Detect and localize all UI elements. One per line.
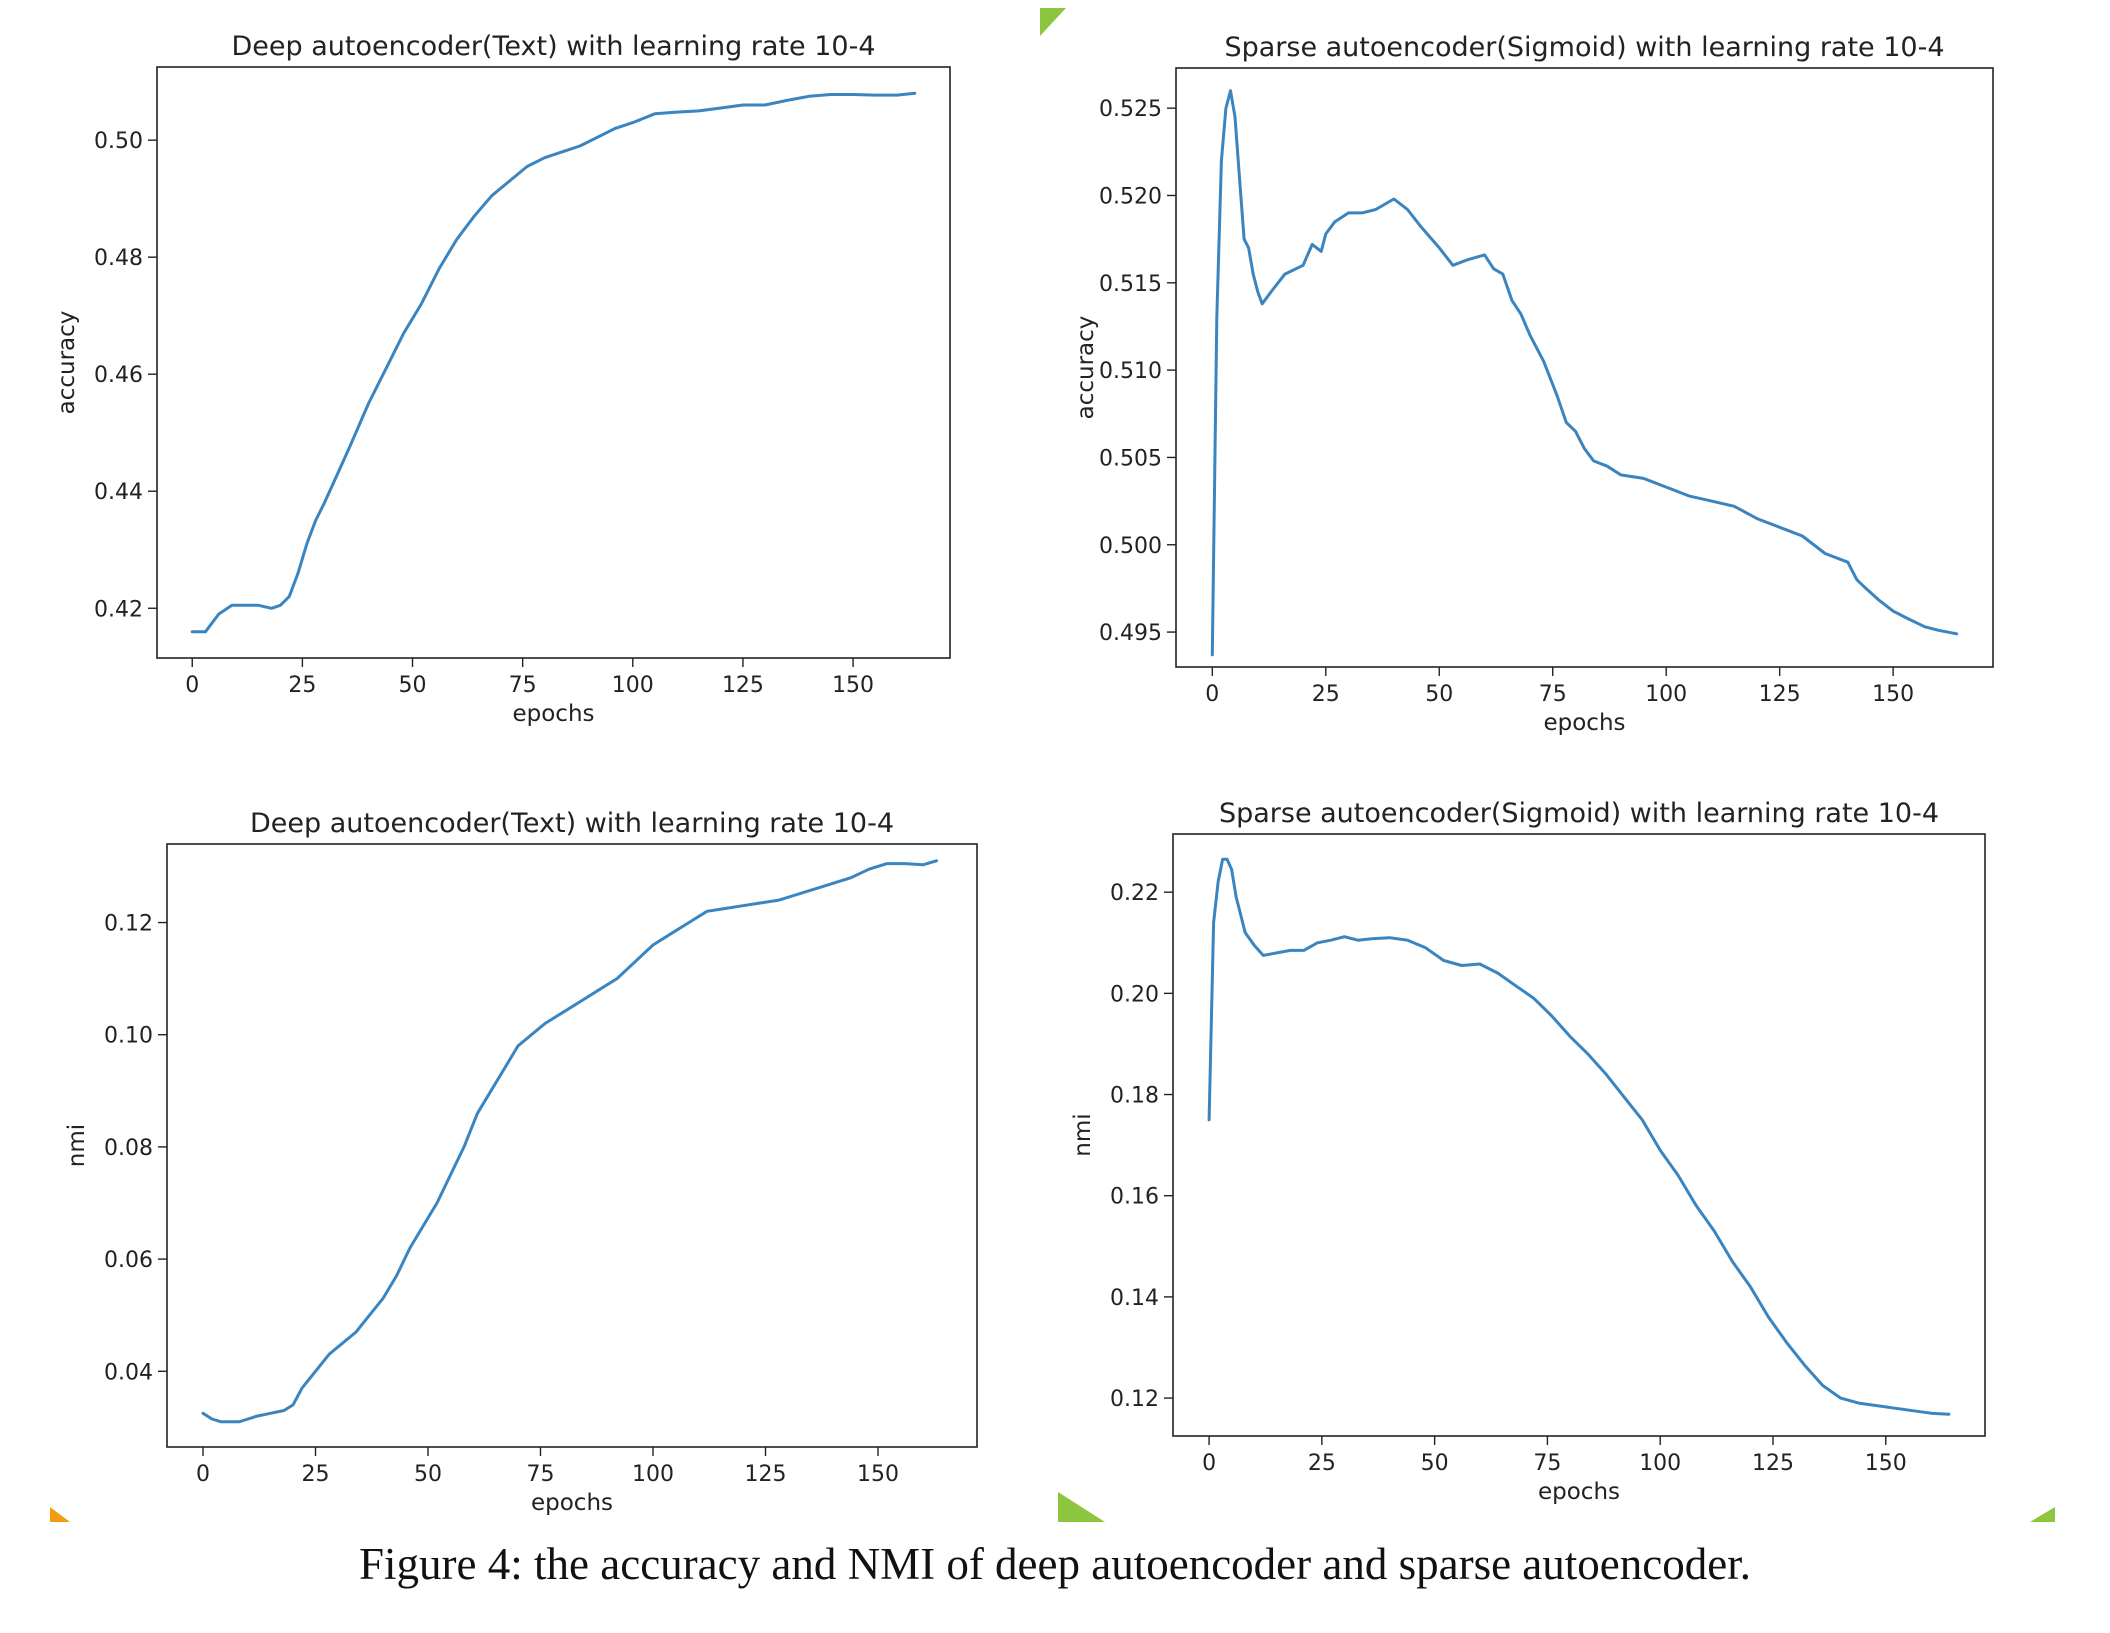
y-tick-label: 0.520	[1099, 184, 1162, 209]
figure-caption: Figure 4: the accuracy and NMI of deep a…	[359, 1539, 1751, 1589]
x-tick-label: 150	[832, 673, 874, 698]
y-tick-label: 0.22	[1110, 881, 1159, 906]
x-tick-label: 75	[527, 1462, 555, 1487]
y-tick-label: 0.50	[94, 129, 143, 154]
x-axis-label: epochs	[1543, 710, 1625, 736]
series-line	[1210, 89, 1959, 657]
x-tick-label: 25	[1312, 682, 1340, 707]
series-line	[201, 859, 938, 1424]
x-tick-label: 75	[1539, 682, 1567, 707]
x-tick-label: 50	[1425, 682, 1453, 707]
x-tick-label: 125	[745, 1462, 787, 1487]
chart-sparse-accuracy: 0 25 50 75 100 125 150 0.495 0.500 0.505 0.510 0.51…	[1073, 32, 1994, 736]
y-tick-label: 0.12	[1110, 1387, 1159, 1412]
x-tick-label: 150	[1865, 1451, 1907, 1476]
y-tick-label: 0.505	[1099, 446, 1162, 471]
decor-orange-triangle	[50, 1507, 70, 1522]
y-tick-label: 0.44	[94, 480, 143, 505]
y-tick-label: 0.14	[1110, 1286, 1159, 1311]
x-tick-label: 150	[1872, 682, 1914, 707]
decor-green-triangle-right	[2030, 1507, 2055, 1522]
y-axis-label: accuracy	[1073, 316, 1099, 420]
chart-sparse-nmi: 0 25 50 75 100 125 150 0.12 0.14 0.16 0.18 0.20 0.22…	[1070, 798, 1986, 1505]
y-tick-label: 0.515	[1099, 272, 1162, 297]
x-tick-label: 150	[857, 1462, 899, 1487]
y-axis-label: nmi	[1070, 1113, 1096, 1156]
x-tick-label: 125	[1759, 682, 1801, 707]
series-line	[190, 91, 917, 634]
y-tick-label: 0.495	[1099, 621, 1162, 646]
chart-title: Deep autoencoder(Text) with learning rat…	[250, 808, 894, 839]
x-axis-label: epochs	[512, 701, 594, 727]
plot-frame	[156, 66, 951, 659]
y-tick-label: 0.06	[104, 1248, 153, 1273]
x-axis-label: epochs	[1538, 1479, 1620, 1505]
y-tick-label: 0.48	[94, 246, 143, 271]
x-tick-label: 25	[302, 1462, 330, 1487]
y-tick-label: 0.525	[1099, 97, 1162, 122]
x-tick-label: 75	[1533, 1451, 1561, 1476]
y-tick-label: 0.500	[1099, 534, 1162, 559]
chart-title: Sparse autoencoder(Sigmoid) with learnin…	[1224, 32, 1944, 63]
y-tick-label: 0.12	[104, 912, 153, 937]
x-tick-label: 0	[196, 1462, 210, 1487]
x-tick-label: 0	[1202, 1451, 1216, 1476]
y-tick-label: 0.20	[1110, 982, 1159, 1007]
x-tick-label: 50	[399, 673, 427, 698]
chart-title: Sparse autoencoder(Sigmoid) with learnin…	[1219, 798, 1939, 829]
x-tick-label: 100	[1645, 682, 1687, 707]
y-tick-label: 0.10	[104, 1024, 153, 1049]
chart-title: Deep autoencoder(Text) with learning rat…	[232, 31, 876, 62]
x-tick-label: 125	[722, 673, 764, 698]
y-tick-label: 0.18	[1110, 1084, 1159, 1109]
chart-deep-accuracy: 0 25 50 75 100 125 150 0.42 0.44 0.46 0.48 0.50 Deep…	[54, 31, 951, 727]
x-tick-label: 100	[632, 1462, 674, 1487]
x-tick-label: 75	[509, 673, 537, 698]
y-tick-label: 0.510	[1099, 359, 1162, 384]
x-tick-label: 50	[414, 1462, 442, 1487]
y-tick-label: 0.04	[104, 1360, 153, 1385]
y-tick-label: 0.42	[94, 597, 143, 622]
chart-deep-nmi: 0 25 50 75 100 125 150 0.04 0.06 0.08 0.10 0.12 Deep…	[64, 808, 978, 1516]
y-axis-label: accuracy	[54, 311, 80, 415]
x-tick-label: 25	[1308, 1451, 1336, 1476]
x-tick-label: 0	[1205, 682, 1219, 707]
x-tick-label: 50	[1421, 1451, 1449, 1476]
x-tick-label: 25	[288, 673, 316, 698]
series-line	[1207, 857, 1951, 1416]
decor-green-triangle-bottom	[1058, 1492, 1105, 1522]
plot-frame	[1175, 67, 1994, 668]
x-tick-label: 0	[185, 673, 199, 698]
y-tick-label: 0.08	[104, 1136, 153, 1161]
plot-frame	[166, 843, 978, 1448]
x-tick-label: 125	[1752, 1451, 1794, 1476]
x-tick-label: 100	[612, 673, 654, 698]
y-tick-label: 0.46	[94, 363, 143, 388]
plot-frame	[1172, 833, 1986, 1437]
x-tick-label: 100	[1639, 1451, 1681, 1476]
y-tick-label: 0.16	[1110, 1185, 1159, 1210]
x-axis-label: epochs	[531, 1490, 613, 1516]
decor-green-triangle-top	[1040, 8, 1066, 36]
y-axis-label: nmi	[64, 1124, 90, 1167]
